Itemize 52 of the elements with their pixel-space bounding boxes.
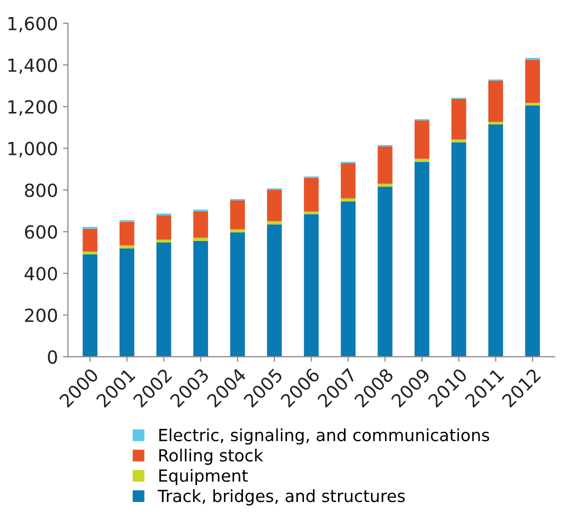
bar xyxy=(156,215,172,240)
bar xyxy=(525,102,540,106)
bar xyxy=(267,190,282,222)
legend-label: Electric, signaling, and communications xyxy=(159,428,490,445)
bar xyxy=(451,140,466,142)
bar xyxy=(156,242,172,357)
bar xyxy=(82,228,98,252)
bar xyxy=(525,60,540,103)
y-tick-label: 0 xyxy=(48,350,57,364)
bar xyxy=(378,186,392,357)
bar xyxy=(82,251,98,254)
bar xyxy=(156,240,172,243)
bar xyxy=(267,224,282,357)
y-tick-label: 1,400 xyxy=(8,58,57,74)
bar xyxy=(340,198,356,202)
bar xyxy=(120,248,134,357)
bar xyxy=(304,211,319,214)
bar xyxy=(451,142,466,357)
bar xyxy=(378,146,392,184)
bar xyxy=(414,162,430,357)
legend-label: Rolling stock xyxy=(159,448,264,465)
y-tick-label: 1,200 xyxy=(8,100,57,116)
bar xyxy=(267,221,282,224)
bar xyxy=(193,240,208,357)
bar xyxy=(230,200,245,230)
bar xyxy=(340,163,356,198)
bar xyxy=(193,238,208,241)
bar xyxy=(488,80,504,122)
bar xyxy=(414,120,430,159)
y-tick-label: 400 xyxy=(24,266,57,280)
bar xyxy=(230,229,245,232)
legend-label: Equipment xyxy=(159,469,248,486)
bar xyxy=(120,245,134,249)
bar xyxy=(378,184,392,187)
y-tick-label: 1,600 xyxy=(8,16,57,32)
legend-label: Track, bridges, and structures xyxy=(158,489,405,506)
bar xyxy=(82,254,98,357)
bar xyxy=(414,158,430,162)
bar xyxy=(304,178,319,212)
bar xyxy=(488,124,504,357)
y-tick-label: 1,000 xyxy=(8,142,57,158)
y-tick-label: 800 xyxy=(24,183,57,198)
bar xyxy=(193,211,208,238)
bar xyxy=(120,222,134,246)
bar xyxy=(230,232,245,357)
bar xyxy=(304,214,319,357)
y-tick-label: 200 xyxy=(25,308,57,322)
bar xyxy=(525,105,540,357)
bar xyxy=(488,122,504,125)
bar xyxy=(340,201,356,357)
y-tick-label: 600 xyxy=(24,225,57,239)
bar xyxy=(451,98,466,140)
